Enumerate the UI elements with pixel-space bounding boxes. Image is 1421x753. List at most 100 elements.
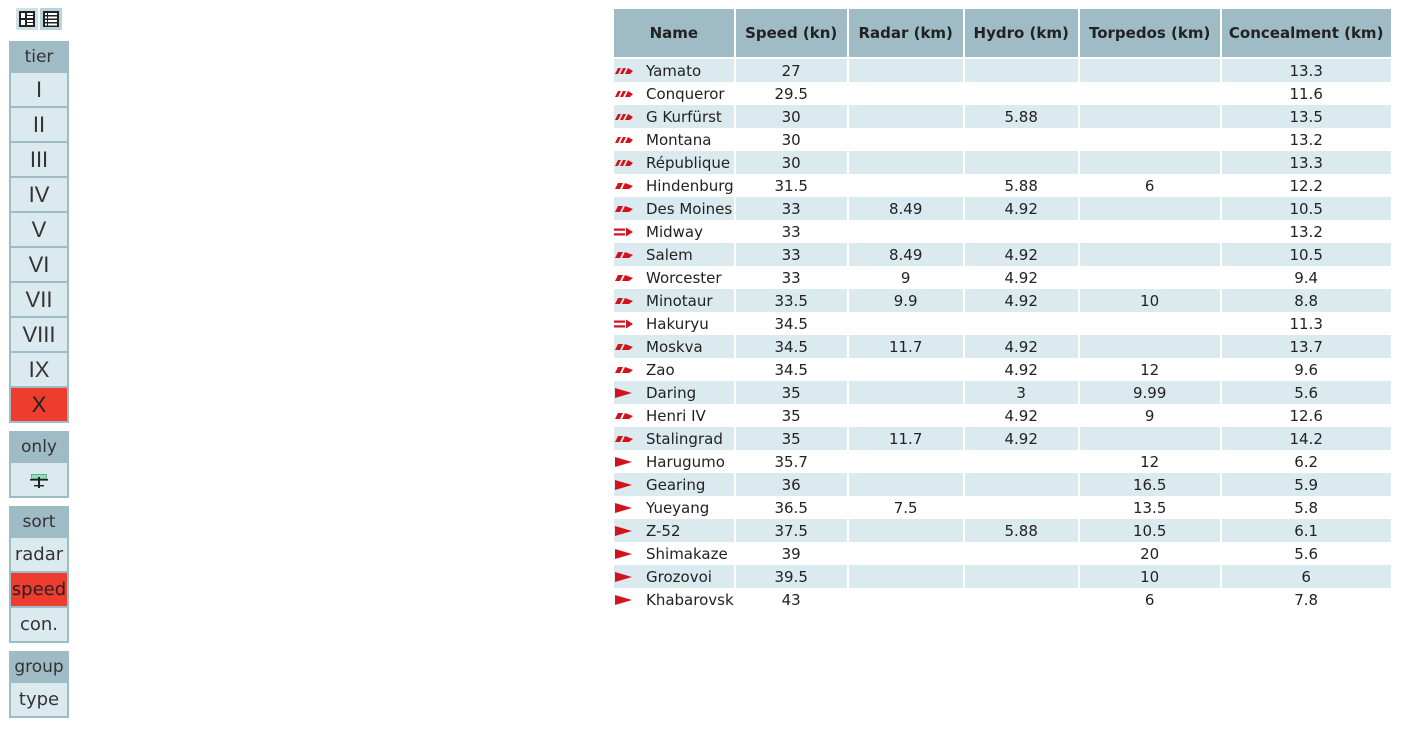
cruiser-icon (615, 205, 633, 212)
table-row[interactable]: Zao 34.5 4.92 12 9.6 (614, 358, 1391, 381)
table-row[interactable]: Z-52 37.5 5.88 10.5 6.1 (614, 519, 1391, 542)
column-header-name[interactable]: Name (614, 9, 734, 59)
table-row[interactable]: G Kurfürst 30 5.88 13.5 (614, 105, 1391, 128)
hydro-cell: 4.92 (964, 197, 1078, 220)
table-row[interactable]: Daring 35 3 9.99 5.6 (614, 381, 1391, 404)
concealment-cell: 11.6 (1289, 84, 1323, 103)
speed-cell: 35 (735, 427, 847, 450)
ship-name-cell: Yueyang (614, 496, 734, 519)
battleship-icon (615, 136, 633, 143)
torpedos-cell (1079, 197, 1220, 220)
tier-option-vi[interactable]: VI (11, 248, 67, 281)
table-row[interactable]: Khabarovsk 43 6 7.8 (614, 588, 1391, 611)
tier-option-ii[interactable]: II (11, 108, 67, 141)
table-row[interactable]: Conqueror 29.5 11.6 (614, 82, 1391, 105)
hydro-cell (965, 220, 1078, 243)
column-header-hydro[interactable]: Hydro (km) (964, 9, 1078, 59)
radar-cell (848, 105, 963, 128)
ship-name-cell: Conqueror (614, 82, 734, 105)
speed-cell: 39 (781, 544, 801, 563)
torpedos-cell (1080, 220, 1220, 243)
group-option-type[interactable]: type (11, 683, 67, 716)
cruiser-icon (615, 366, 633, 373)
table-row[interactable]: Minotaur 33.5 9.9 4.92 10 8.8 (614, 289, 1391, 312)
tier-option-iv[interactable]: IV (11, 178, 67, 211)
table-row[interactable]: Montana 30 13.2 (614, 128, 1391, 151)
table-row[interactable]: Midway 33 13.2 (614, 220, 1391, 243)
ship-name: Midway (646, 222, 703, 241)
table-row[interactable]: Yueyang 36.5 7.5 13.5 5.8 (614, 496, 1391, 519)
tier-option-ix[interactable]: IX (11, 353, 67, 386)
ship-name: Z-52 (646, 521, 681, 540)
radar-cell: 8.49 (848, 243, 963, 266)
table-row[interactable]: Hindenburg 31.5 5.88 6 12.2 (614, 174, 1391, 197)
only-aircraft-button[interactable] (11, 463, 67, 496)
table-row[interactable]: Henri IV 35 4.92 9 12.6 (614, 404, 1391, 427)
hydro-cell: 5.88 (964, 519, 1078, 542)
table-row[interactable]: Grozovoi 39.5 10 6 (614, 565, 1391, 588)
column-header-radar[interactable]: Radar (km) (848, 9, 963, 59)
tier-option-viii[interactable]: VIII (11, 318, 67, 351)
tier-option-vii[interactable]: VII (11, 283, 67, 316)
table-row[interactable]: Harugumo 35.7 12 6.2 (614, 450, 1391, 473)
radar-cell (849, 82, 963, 105)
tier-option-x[interactable]: X (11, 388, 67, 421)
ship-name-cell: Gearing (614, 473, 734, 496)
table-row[interactable]: Des Moines 33 8.49 4.92 10.5 (614, 197, 1391, 220)
tier-option-iii[interactable]: III (11, 143, 67, 176)
sort-option-radar[interactable]: radar (11, 538, 67, 571)
torpedos-cell (1079, 105, 1220, 128)
ship-name: Conqueror (646, 84, 725, 103)
column-header-speed[interactable]: Speed (kn) (735, 9, 847, 59)
radar-cell (848, 151, 963, 174)
torpedos-cell: 6 (1144, 176, 1155, 195)
ship-name-cell: Yamato (614, 59, 734, 82)
battleship-icon (615, 113, 633, 120)
concealment-cell: 13.3 (1221, 59, 1391, 82)
sort-option-con[interactable]: con. (11, 608, 67, 641)
radar-cell (849, 450, 963, 473)
hydro-cell: 5.88 (964, 105, 1078, 128)
torpedos-cell (1080, 312, 1220, 335)
ship-name: Hindenburg (646, 176, 734, 195)
table-row[interactable]: République 30 13.3 (614, 151, 1391, 174)
speed-cell: 34.5 (735, 335, 847, 358)
speed-cell: 27 (735, 59, 847, 82)
battleship-icon (615, 90, 633, 97)
table-row[interactable]: Yamato 27 13.3 (614, 59, 1391, 82)
hydro-cell (965, 496, 1078, 519)
table-row[interactable]: Stalingrad 35 11.7 4.92 14.2 (614, 427, 1391, 450)
hydro-cell (965, 588, 1078, 611)
speed-cell: 29.5 (774, 84, 808, 103)
grid-view-icon[interactable] (16, 8, 38, 30)
concealment-cell: 7.8 (1294, 590, 1319, 609)
tier-option-v[interactable]: V (11, 213, 67, 246)
table-row[interactable]: Hakuryu 34.5 11.3 (614, 312, 1391, 335)
torpedos-cell (1079, 151, 1220, 174)
radar-cell (849, 358, 963, 381)
speed-cell: 30 (735, 105, 847, 128)
list-view-icon[interactable] (40, 8, 62, 30)
tier-option-i[interactable]: I (11, 73, 67, 106)
table-row[interactable]: Gearing 36 16.5 5.9 (614, 473, 1391, 496)
destroyer-icon (615, 548, 632, 559)
sort-option-speed[interactable]: speed (11, 573, 67, 606)
ship-name-cell: Grozovoi (614, 565, 734, 588)
radar-cell (849, 128, 963, 151)
torpedos-cell (1080, 266, 1220, 289)
cruiser-icon (615, 412, 633, 419)
ship-name: G Kurfürst (646, 107, 722, 126)
column-header-torpedos[interactable]: Torpedos (km) (1079, 9, 1220, 59)
destroyer-icon (615, 571, 632, 582)
table-header-row: Name Speed (kn) Radar (km) Hydro (km) To… (614, 9, 1391, 59)
speed-cell: 36.5 (774, 498, 808, 517)
torpedos-cell: 16.5 (1079, 473, 1220, 496)
table-row[interactable]: Salem 33 8.49 4.92 10.5 (614, 243, 1391, 266)
table-row[interactable]: Shimakaze 39 20 5.6 (614, 542, 1391, 565)
table-row[interactable]: Moskva 34.5 11.7 4.92 13.7 (614, 335, 1391, 358)
ship-name-cell: G Kurfürst (614, 105, 734, 128)
radar-cell: 9.9 (848, 289, 963, 312)
column-header-concealment[interactable]: Concealment (km) (1221, 9, 1391, 59)
table-row[interactable]: Worcester 33 9 4.92 9.4 (614, 266, 1391, 289)
speed-cell: 33 (735, 197, 847, 220)
